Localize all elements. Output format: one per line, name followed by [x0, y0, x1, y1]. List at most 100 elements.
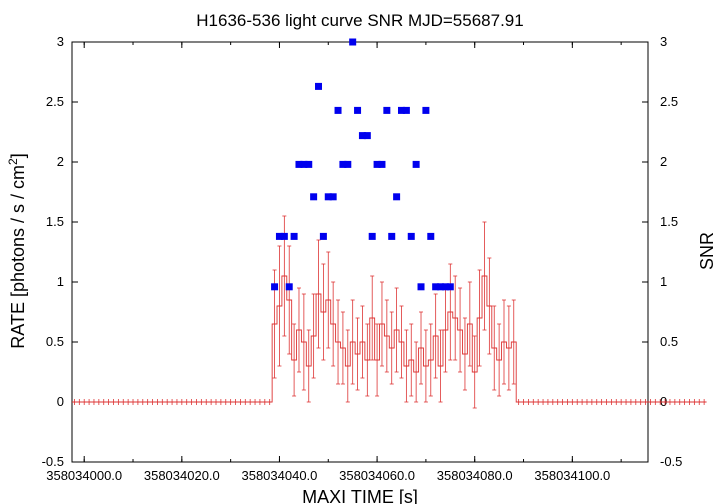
rate-error-bar [321, 263, 326, 361]
rate-error-bar [306, 329, 311, 403]
snr-point [383, 106, 391, 114]
y-axis-right-title: SNR [697, 232, 717, 270]
y-tick-label-left: 1 [57, 274, 64, 289]
rate-error-bar [423, 329, 428, 403]
y-axis-left-label: RATE [photons / s / cm [8, 165, 28, 349]
svg-text:RATE [photons / s / cm2]: RATE [photons / s / cm2] [6, 153, 28, 348]
rate-error-bar [404, 329, 409, 403]
snr-point [275, 232, 283, 240]
snr-point [329, 193, 337, 201]
y-tick-label-left: 2.5 [46, 94, 64, 109]
rate-error-bar [419, 311, 424, 385]
rate-error-bar [458, 287, 463, 373]
snr-point [315, 82, 323, 90]
snr-point [388, 232, 396, 240]
plot-frame [71, 41, 649, 463]
y-axis-left-label-end: ] [8, 153, 28, 158]
snr-point [373, 160, 381, 168]
rate-error-bar [477, 269, 482, 367]
x-tick-label: 358034100.0 [534, 468, 610, 483]
rate-error-bar [502, 299, 506, 385]
y-tick-label-left: 0 [57, 394, 64, 409]
y-tick-label-left: 2 [57, 154, 64, 169]
snr-point [402, 106, 410, 114]
rate-error-bar [336, 299, 341, 385]
x-tick-label: 358034040.0 [241, 468, 317, 483]
rate-error-bar [384, 299, 389, 373]
rate-error-bar [340, 311, 345, 385]
y-tick-label-right: -0.5 [660, 454, 682, 469]
y-tick-label-right: 0.5 [660, 334, 678, 349]
rate-error-bar [360, 305, 365, 379]
snr-point [300, 160, 308, 168]
rate-error-bar [438, 329, 443, 403]
snr-point [446, 283, 454, 291]
rate-error-bar [355, 317, 360, 391]
rate-error-bar [511, 299, 516, 385]
snr-point [339, 160, 347, 168]
y-tick-label-left: 3 [57, 34, 64, 49]
rate-error-bar [331, 281, 336, 367]
rate-error-bar [506, 305, 511, 391]
y-tick-label-left: 0.5 [46, 334, 64, 349]
snr-point [407, 232, 415, 240]
snr-point [441, 283, 449, 291]
rate-error-bar [365, 323, 370, 397]
rate-error-bar [287, 245, 292, 355]
snr-point [271, 283, 279, 291]
y-tick-label-left: -0.5 [42, 454, 64, 469]
snr-point [437, 283, 445, 291]
snr-point [349, 38, 357, 46]
rate-error-bar [482, 221, 487, 331]
plot-area: 358034000.0 358034020.0 358034040.0 3580340… [42, 34, 707, 483]
y-axis-left-label-superscript: 2 [6, 158, 20, 165]
snr-point [324, 193, 332, 201]
rate-error-bar [345, 329, 350, 403]
y-tick-label-right: 1.5 [660, 214, 678, 229]
chart-title: H1636-536 light curve SNR MJD=55687.91 [196, 11, 523, 30]
rate-error-bar [453, 275, 458, 361]
y-tick-label-right: 1 [660, 274, 667, 289]
snr-point [393, 193, 401, 201]
snr-point [334, 106, 342, 114]
rate-error-bar [316, 239, 321, 349]
rate-error-bar [277, 245, 282, 367]
snr-point [295, 160, 303, 168]
snr-point [397, 106, 405, 114]
rate-error-bar [409, 323, 414, 397]
snr-point [378, 160, 386, 168]
rate-error-bar [399, 305, 404, 379]
rate-error-bar [350, 299, 355, 385]
snr-point [368, 232, 376, 240]
snr-point [310, 193, 318, 201]
y-tick-label-right: 3 [660, 34, 667, 49]
rate-error-bar [462, 317, 467, 391]
rate-error-bar [472, 335, 477, 409]
y-tick-label-right: 2.5 [660, 94, 678, 109]
y-tick-label-left: 1.5 [46, 214, 64, 229]
snr-point [354, 106, 362, 114]
snr-point [363, 132, 371, 140]
snr-point [344, 160, 352, 168]
x-tick-label: 358034000.0 [46, 468, 122, 483]
rate-error-bar [389, 311, 394, 385]
rate-error-bar [414, 341, 419, 403]
snr-point [432, 283, 440, 291]
snr-point [358, 132, 366, 140]
rate-error-bar [301, 293, 306, 391]
rate-error-bar [467, 281, 472, 367]
rate-error-bar [296, 287, 301, 373]
rate-error-bar [492, 305, 497, 391]
snr-point [319, 232, 327, 240]
rate-error-bar [370, 275, 375, 361]
snr-point [427, 232, 435, 240]
y-tick-label-right: 0 [660, 394, 667, 409]
rate-error-bar [433, 293, 438, 379]
rate-error-bar [428, 323, 433, 397]
y-axis-left-title: RATE [photons / s / cm2] [6, 153, 28, 348]
rate-error-bar [448, 263, 453, 361]
rate-error-bar [326, 251, 331, 349]
snr-point [285, 283, 293, 291]
snr-point [305, 160, 313, 168]
